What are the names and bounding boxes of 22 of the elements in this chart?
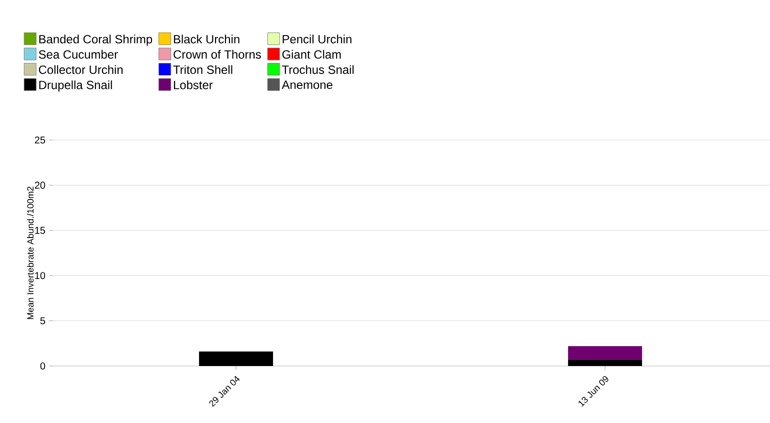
legend-label: Collector Urchin: [38, 65, 123, 74]
y-tick-label: 0: [40, 362, 46, 370]
legend-label: Crown of Thorns: [174, 50, 261, 59]
legend-label: Trochus Snail: [282, 65, 354, 74]
y-tick-label: 25: [34, 136, 46, 144]
y-tick-label: 20: [34, 182, 46, 189]
legend-label: Pencil Urchin: [282, 34, 352, 44]
x-tick-label: 29 Jan 04: [209, 376, 240, 407]
legend-label: Triton Shell: [173, 65, 232, 74]
y-tick-label: 10: [35, 272, 46, 280]
legend-label: Black Urchin: [174, 34, 240, 44]
x-tick-label: 13 Jun 09: [578, 376, 608, 407]
legend-label: Lobster: [174, 80, 213, 90]
bar: [568, 346, 642, 360]
legend-label: Sea Cucumber: [38, 50, 118, 59]
legend-label: Anemone: [282, 80, 332, 90]
legend-label: Banded Coral Shrimp: [39, 34, 152, 46]
y-tick-label: 5: [40, 317, 46, 324]
legend-label: Drupella Snail: [39, 80, 112, 92]
y-tick-label: 15: [35, 226, 46, 234]
legend-label: Giant Clam: [282, 50, 341, 59]
y-axis-title: Mean Invertebrate Abund./100m2: [26, 186, 34, 320]
